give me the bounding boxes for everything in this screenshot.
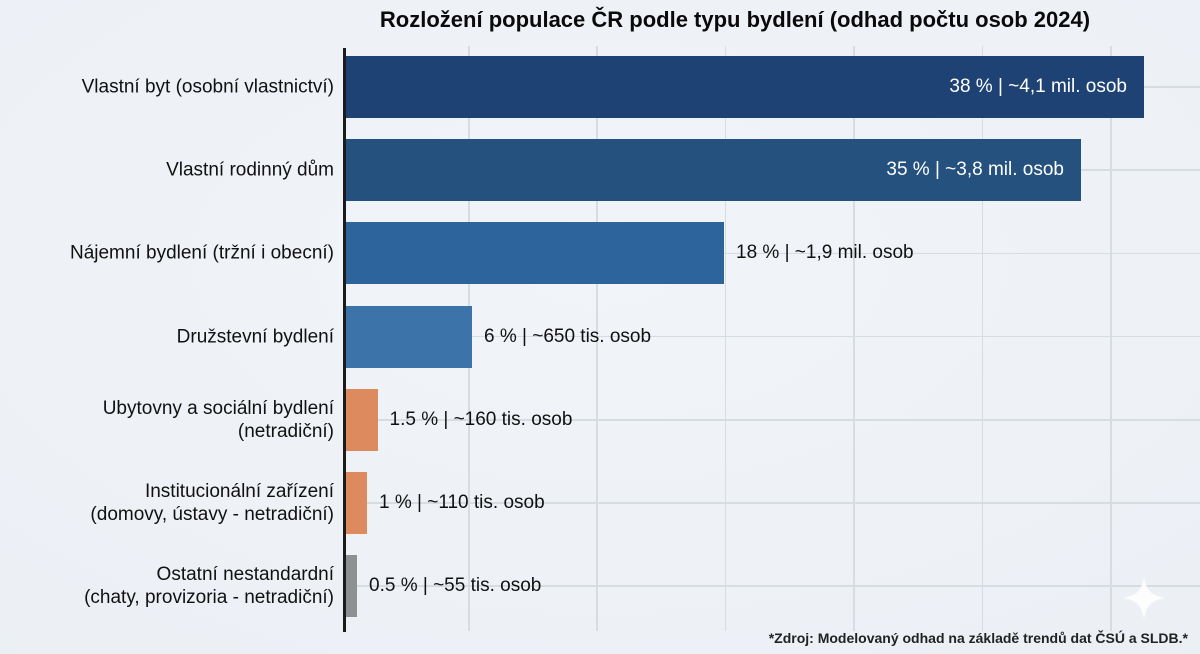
bar (346, 555, 357, 618)
bar (346, 472, 367, 534)
horizontal-gridline (344, 585, 1200, 587)
bar-value-label: 6 % | ~650 tis. osob (484, 325, 652, 347)
horizontal-gridline (344, 502, 1200, 504)
horizontal-gridline (344, 335, 1200, 338)
bar (346, 388, 378, 451)
bar (346, 222, 724, 285)
bar-value-label: 35 % | ~3,8 mil. osob (886, 159, 1064, 181)
bar-value-label: 1.5 % | ~160 tis. osob (389, 408, 573, 430)
category-label: Vlastní rodinný dům (166, 159, 334, 181)
y-axis-line (343, 48, 346, 632)
bar-value-label: 18 % | ~1,9 mil. osob (736, 242, 914, 264)
vertical-gridline (724, 46, 727, 631)
category-label: Ostatní nestandardní (chaty, provizoria -… (84, 564, 334, 609)
horizontal-gridline (344, 252, 1200, 255)
vertical-gridline (596, 46, 598, 631)
category-label: Družstevní bydlení (176, 326, 334, 348)
sparkle-icon (1123, 577, 1165, 619)
category-label: Ubytovny a sociální bydlení (netradiční) (102, 397, 334, 442)
chart-title: Rozložení populace ČR podle typu bydlení… (379, 7, 1091, 32)
bar-value-label: 1 % | ~110 tis. osob (379, 492, 545, 513)
bar (346, 139, 1081, 202)
vertical-gridline (853, 46, 855, 631)
vertical-gridline (1110, 46, 1112, 631)
bar-value-label: 0.5 % | ~55 tis. osob (369, 575, 542, 597)
vertical-gridline (981, 46, 984, 631)
bar-value-label: 38 % | ~4,1 mil. osob (949, 76, 1127, 97)
category-label: Nájemní bydlení (tržní i obecní) (69, 242, 334, 264)
bar (346, 305, 472, 368)
horizontal-gridline (344, 419, 1200, 421)
bar (346, 56, 1144, 118)
source-note: *Zdroj: Modelovaný odhad na základě tren… (768, 630, 1188, 646)
category-label: Vlastní byt (osobní vlastnictví) (81, 76, 334, 98)
category-label: Institucionální zařízení (domovy, ústavy … (90, 480, 334, 525)
